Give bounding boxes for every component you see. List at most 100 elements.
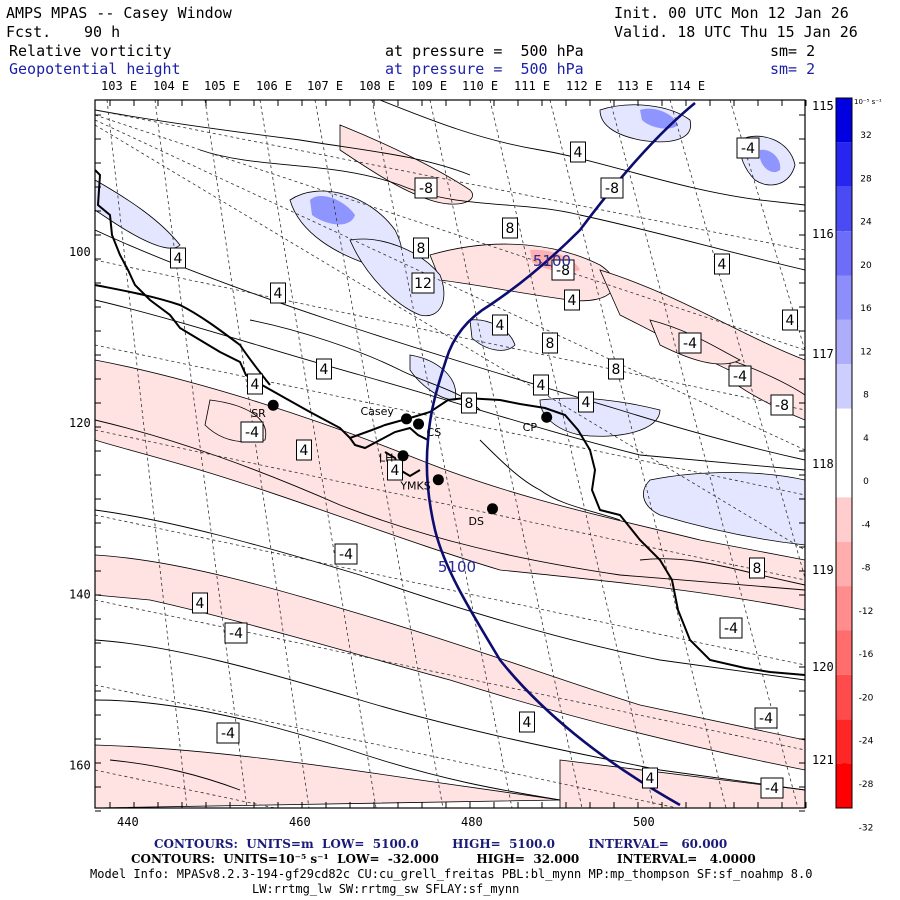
contour-label-box: 8 <box>608 358 624 380</box>
contour-label-box: 4 <box>714 253 730 275</box>
svg-text:-4: -4 <box>765 781 779 797</box>
svg-text:4: 4 <box>718 257 727 273</box>
field2-smoothing: sm= 2 <box>770 60 816 78</box>
left-axis-label: 100 <box>69 245 91 259</box>
svg-text:8: 8 <box>465 396 474 412</box>
contour-label-box: 4 <box>316 358 332 380</box>
contour-label-box: 4 <box>387 459 403 481</box>
field2-name: Geopotential height <box>9 60 181 78</box>
colorbar-tick-label: -28 <box>859 780 874 790</box>
contour-label-box: -4 <box>728 365 752 387</box>
contour-label-box: -8 <box>551 259 575 281</box>
contour-label-box: 4 <box>247 373 263 395</box>
contour-label-box: -4 <box>678 332 702 354</box>
svg-text:-4: -4 <box>221 726 235 742</box>
svg-text:4: 4 <box>786 313 795 329</box>
svg-text:8: 8 <box>506 221 515 237</box>
bottom-axis-label: 440 <box>117 815 139 829</box>
meridian-line <box>429 100 583 808</box>
svg-text:8: 8 <box>546 336 555 352</box>
svg-text:8: 8 <box>753 561 762 577</box>
colorbar-tick-label: 8 <box>863 391 869 401</box>
colorbar-segment <box>836 541 852 587</box>
svg-text:-8: -8 <box>775 398 789 414</box>
svg-text:4: 4 <box>274 286 283 302</box>
meridian-line <box>154 100 248 808</box>
contour-label-box: -4 <box>334 543 358 565</box>
colorbar-tick-label: 0 <box>863 477 869 487</box>
colorbar-segment <box>836 186 852 232</box>
svg-text:8: 8 <box>417 241 426 257</box>
top-longitude-label: 112 E <box>566 79 602 93</box>
height-contour-label: 5100 <box>533 252 571 270</box>
contour-label-box: -4 <box>736 137 760 159</box>
colorbar-segment <box>836 231 852 276</box>
colorbar-segment <box>836 763 852 808</box>
plot-frame <box>94 99 806 809</box>
bottom-axis-label: 460 <box>289 815 311 829</box>
left-axis-label: 160 <box>69 759 91 773</box>
parallel-line <box>95 114 805 351</box>
meridian-line <box>729 100 805 352</box>
svg-text:4: 4 <box>300 443 309 459</box>
colorbar-tick-label: -8 <box>862 564 871 574</box>
contour-label-box: -8 <box>414 177 438 199</box>
top-longitude-label: 111 E <box>514 79 550 93</box>
contour-label-box: 4 <box>578 391 594 413</box>
forecast-label: Fcst. <box>6 23 52 41</box>
colorbar-unit: 10⁻⁵ s⁻¹ <box>854 98 882 106</box>
colorbar-segment <box>836 586 852 631</box>
contour-label-box: 4 <box>533 374 549 396</box>
colorbar-segment <box>836 364 852 409</box>
axis-labels: 103 E 104 E 105 E 106 E 107 E 108 E 109 E 110 E… <box>69 79 848 829</box>
colorbar-segment <box>836 453 852 498</box>
colorbar-segment <box>836 319 852 365</box>
top-longitude-label: 105 E <box>204 79 240 93</box>
colorbar-tick-label: 28 <box>860 174 872 184</box>
top-longitude-label: 107 E <box>307 79 343 93</box>
height-contour-label: 5100 <box>438 558 476 576</box>
contour-label-box: -4 <box>760 777 784 799</box>
svg-text:-4: -4 <box>724 621 738 637</box>
station-marker <box>413 418 425 430</box>
contour-label-box: -4 <box>754 707 778 729</box>
meridian-line <box>609 100 799 808</box>
svg-text:4: 4 <box>391 463 400 479</box>
station-marker <box>401 413 412 425</box>
contour-label-box: 4 <box>782 309 798 331</box>
svg-text:4: 4 <box>320 362 329 378</box>
colorbar-frame <box>835 97 853 809</box>
negative-vorticity-shading <box>95 124 805 808</box>
colorbar-tick-label: 32 <box>860 131 871 141</box>
svg-text:-8: -8 <box>419 181 433 197</box>
station-label: LH <box>379 452 393 465</box>
station-label: SR <box>251 407 266 420</box>
parallel-line <box>95 429 805 581</box>
contour-label-box: -4 <box>216 722 240 744</box>
colorbar-tick-label: 20 <box>860 261 872 271</box>
colorbar-segment <box>836 497 852 542</box>
axis-ticks <box>95 100 807 812</box>
svg-text:4: 4 <box>523 715 532 731</box>
svg-text:-4: -4 <box>759 711 773 727</box>
map-title: AMPS MPAS -- Casey Window <box>6 4 232 22</box>
footer-physics-info: LW:rrtmg_lw SW:rrtmg_sw SFLAY:sf_mynn <box>252 882 520 896</box>
station-marker <box>541 411 553 423</box>
meridian-line <box>106 100 188 808</box>
contour-label-box: 12 <box>411 272 435 294</box>
station-marker <box>267 399 279 411</box>
colorbar-segment <box>836 142 852 187</box>
station-marker <box>432 474 444 486</box>
station-marker <box>487 503 498 515</box>
field2-level: at pressure = 500 hPa <box>385 60 584 78</box>
contour-label-box: 4 <box>270 282 286 304</box>
station-label: DS <box>469 515 484 528</box>
colorbar-segment <box>836 275 852 320</box>
contour-label-box: 4 <box>570 141 586 163</box>
contour-label-box: 4 <box>519 711 535 733</box>
svg-text:4: 4 <box>646 771 655 787</box>
contour-label-box: 4 <box>642 767 658 789</box>
colorbar-segment <box>836 719 852 764</box>
parallel-line <box>95 259 805 411</box>
